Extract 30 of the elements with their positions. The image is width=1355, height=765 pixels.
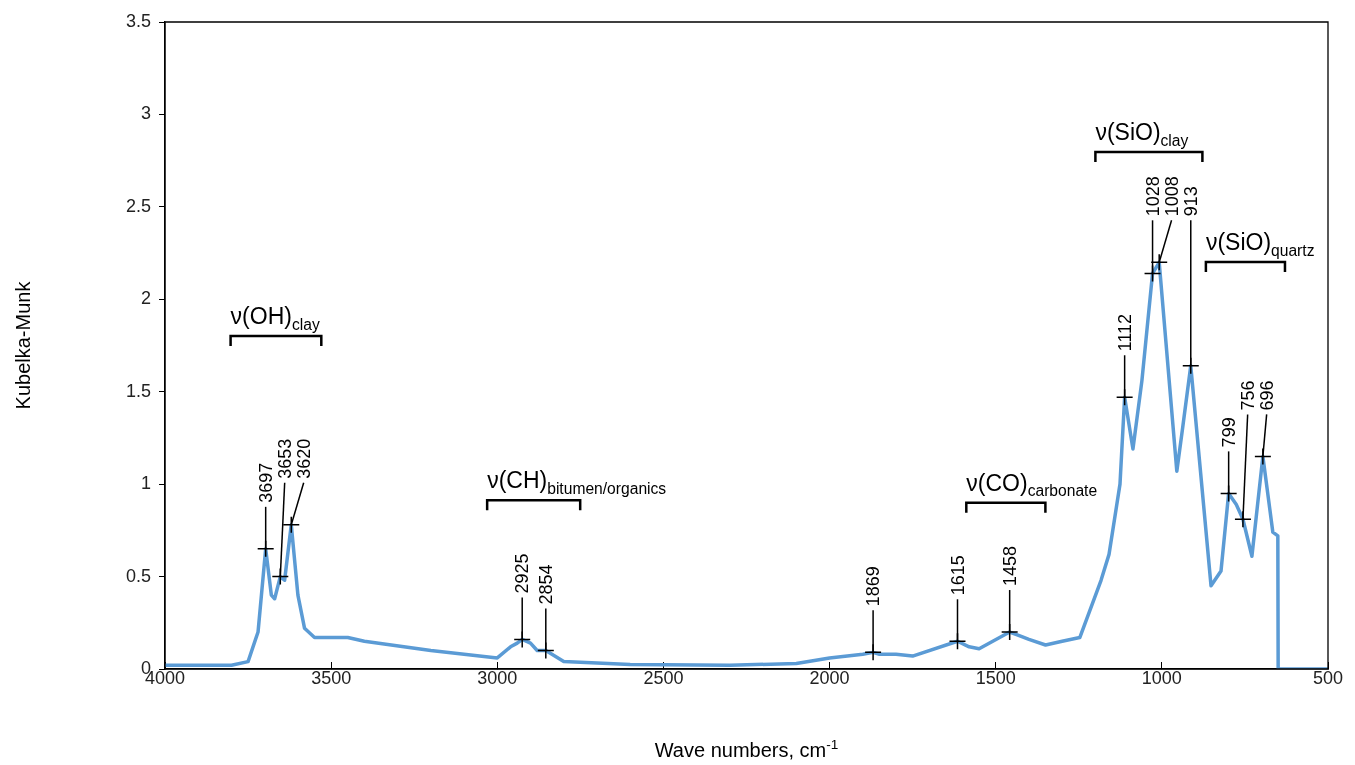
annotation: 3697	[255, 462, 276, 503]
annotation: 1112	[1114, 313, 1135, 352]
y-tick-label: 1	[140, 473, 151, 494]
x-tick-label: 3000	[477, 667, 518, 688]
y-tick-label: 3.5	[125, 10, 151, 31]
annotation: 1615	[947, 555, 968, 596]
y-tick-label: 2.5	[125, 195, 151, 216]
annotation: 799	[1218, 417, 1239, 448]
x-tick-label: 1000	[1141, 667, 1182, 688]
y-axis-title: Kubelka-Munk	[12, 280, 34, 410]
annotation: 3620	[293, 438, 314, 479]
x-tick-label: 3500	[311, 667, 352, 688]
annotation: 1028	[1142, 176, 1163, 217]
x-tick-label: 1500	[975, 667, 1016, 688]
annotation: 2854	[535, 564, 556, 605]
y-tick-label: 0.5	[125, 565, 151, 586]
annotation: 913	[1180, 186, 1201, 217]
annotation: 1458	[999, 545, 1020, 587]
x-tick-label: 2000	[809, 667, 850, 688]
y-tick-label: 1.5	[125, 380, 151, 401]
x-tick-label: 500	[1312, 667, 1344, 688]
y-tick-label: 2	[140, 288, 151, 309]
annotation: 1869	[863, 566, 884, 607]
annotation: 696	[1256, 380, 1277, 411]
annotation: 1008	[1161, 176, 1182, 217]
annotation: 2925	[512, 553, 533, 594]
annotation: 3653	[274, 438, 295, 479]
annotation: 756	[1237, 380, 1258, 411]
x-tick-label: 2500	[643, 667, 684, 688]
y-tick-label: 3	[140, 103, 151, 124]
